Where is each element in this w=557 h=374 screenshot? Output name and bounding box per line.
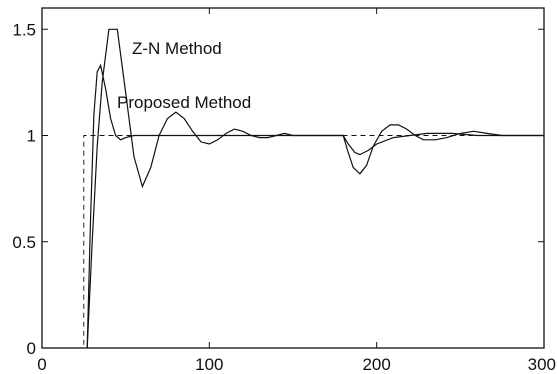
tick-marks xyxy=(41,8,545,349)
x-tick-label: 300 xyxy=(528,355,556,374)
x-tick-label: 200 xyxy=(362,355,390,374)
tick-labels: 0 100 200 300 0 0.5 1 1.5 xyxy=(12,20,556,374)
annotation-zn-method: Z-N Method xyxy=(132,39,222,58)
y-tick-label: 1 xyxy=(27,127,36,146)
x-tick-label: 100 xyxy=(195,355,223,374)
series-line-2 xyxy=(86,63,544,349)
x-tick-label: 0 xyxy=(37,355,46,374)
y-tick-label: 0 xyxy=(27,339,36,358)
annotation-proposed-method: Proposed Method xyxy=(117,93,251,112)
plot-frame xyxy=(41,7,545,349)
y-tick-label: 1.5 xyxy=(12,20,36,39)
y-tick-label: 0.5 xyxy=(12,233,36,252)
